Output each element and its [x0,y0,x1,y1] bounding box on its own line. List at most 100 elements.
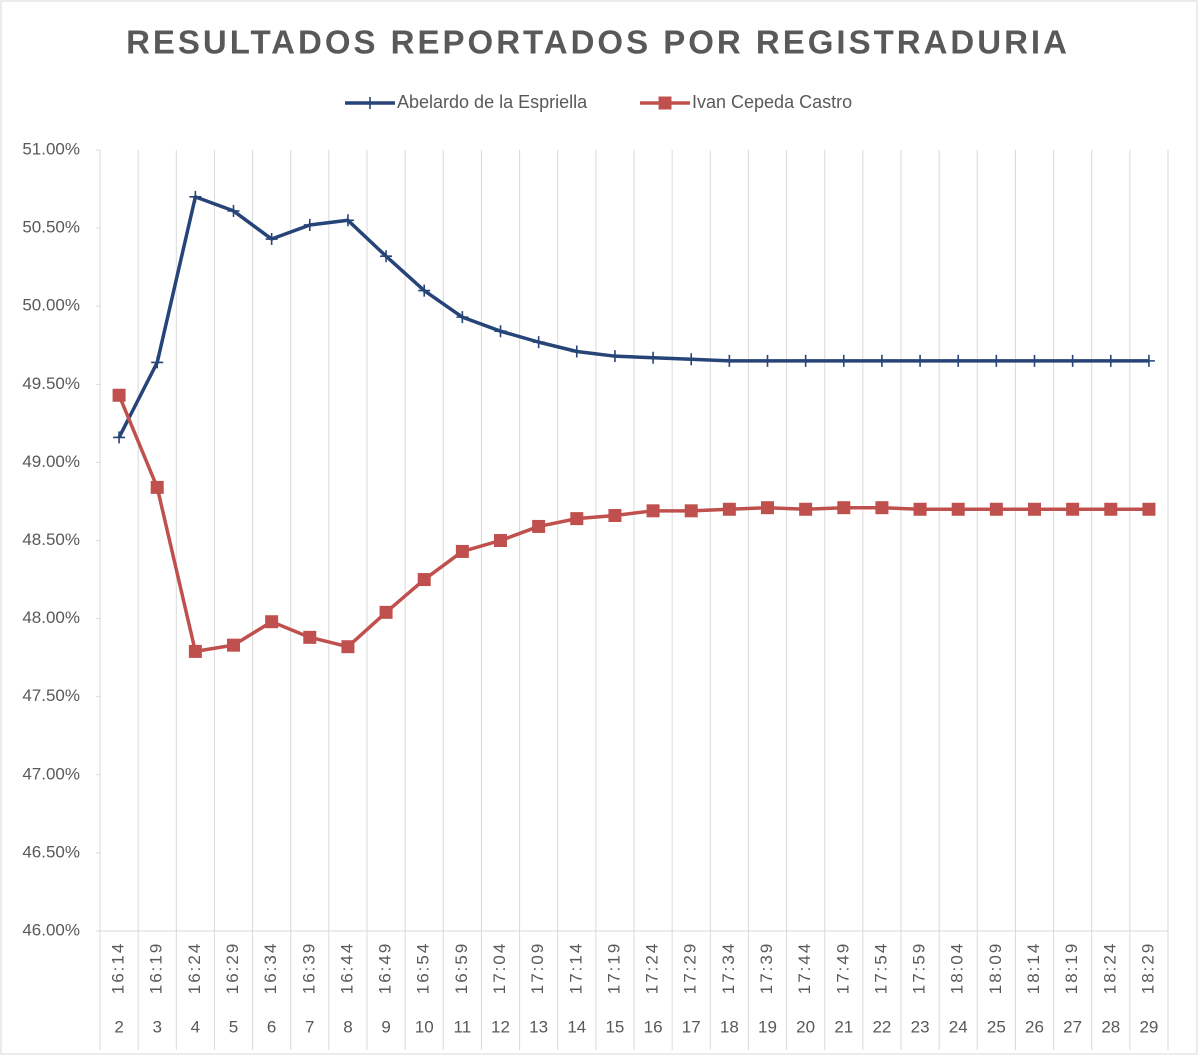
marker [570,512,584,526]
x-tick-label: 16:44 [337,942,356,995]
x-group-label: 18 [720,1017,739,1036]
marker [532,519,546,533]
marker [112,388,126,402]
marker [1028,502,1041,516]
x-tick-label: 16:24 [185,942,204,995]
x-tick-label: 17:49 [833,942,852,995]
x-group-label: 17 [682,1017,701,1036]
chart-title: RESULTADOS REPORTADOS POR REGISTRADURIA [126,24,1070,61]
x-tick-label: 16:39 [299,942,318,995]
x-group-label: 8 [343,1017,352,1036]
marker [189,190,202,203]
x-group-label: 11 [454,1017,472,1036]
legend-marker [658,96,672,110]
marker [990,354,1003,367]
marker [761,501,774,515]
x-tick-label: 18:09 [986,942,1005,995]
marker [952,354,965,367]
marker [1104,354,1117,367]
y-tick-label: 47.00% [22,764,80,783]
marker [532,336,545,349]
x-group-label: 6 [267,1017,276,1036]
marker [570,345,583,358]
y-tick-label: 49.50% [22,374,80,393]
marker [455,544,469,558]
y-tick-label: 48.00% [22,608,80,627]
marker [417,573,431,587]
marker [951,502,965,516]
marker [837,501,851,515]
marker [1066,502,1080,516]
x-tick-label: 17:44 [795,942,814,995]
marker [646,504,660,518]
marker [799,502,813,516]
x-tick-label: 17:54 [871,942,890,995]
x-tick-label: 18:04 [948,942,967,995]
y-tick-label: 51.00% [22,139,80,158]
series-line [117,394,1149,654]
marker [113,431,126,444]
x-group-label: 27 [1063,1017,1082,1036]
marker [1142,354,1155,367]
x-tick-label: 16:54 [414,942,433,995]
x-group-label: 24 [949,1017,968,1036]
marker [227,638,240,652]
marker [150,480,164,494]
x-tick-label: 16:29 [223,942,242,995]
x-tick-label: 17:39 [757,942,776,995]
x-group-label: 2 [114,1017,123,1036]
x-group-label: 28 [1101,1017,1120,1036]
marker [685,353,698,366]
marker [341,640,355,654]
marker [1066,354,1079,367]
x-group-label: 19 [758,1017,777,1036]
x-tick-label: 17:24 [643,942,662,995]
marker [265,233,278,246]
x-tick-label: 17:29 [681,942,700,995]
x-group-label: 13 [529,1017,548,1036]
x-group-label: 7 [305,1017,314,1036]
x-tick-label: 17:14 [566,942,585,995]
marker [188,644,202,658]
x-tick-label: 16:49 [376,942,395,995]
x-tick-label: 17:59 [910,942,929,995]
marker [799,354,812,367]
y-tick-label: 48.50% [22,530,80,549]
y-tick-label: 46.50% [22,842,80,861]
marker [684,504,698,518]
x-group-label: 20 [796,1017,815,1036]
marker [989,502,1003,516]
marker [722,502,736,516]
x-group-label: 14 [567,1017,586,1036]
x-group-label: 29 [1139,1017,1158,1036]
marker [913,502,927,516]
x-group-label: 15 [605,1017,624,1036]
y-tick-label: 49.00% [22,452,80,471]
x-tick-label: 18:29 [1138,942,1157,995]
marker [303,218,316,231]
x-group-label: 21 [834,1017,853,1036]
marker [1028,354,1041,367]
x-group-label: 4 [191,1017,200,1036]
y-tick-label: 50.50% [22,218,80,237]
series-line [117,195,1149,439]
marker [608,350,621,363]
x-group-label: 9 [381,1017,390,1036]
x-tick-label: 17:09 [528,942,547,995]
marker [875,354,888,367]
marker [151,356,164,369]
marker [647,351,660,364]
x-tick-label: 16:59 [452,942,471,995]
x-group-label: 16 [644,1017,663,1036]
x-group-label: 3 [152,1017,161,1036]
x-group-label: 26 [1025,1017,1044,1036]
x-tick-label: 16:19 [147,942,166,995]
legend-label: Ivan Cepeda Castro [692,92,852,112]
x-group-label: 10 [415,1017,434,1036]
x-group-label: 23 [911,1017,930,1036]
marker [608,509,622,523]
x-tick-label: 17:19 [604,942,623,995]
x-group-label: 22 [872,1017,891,1036]
